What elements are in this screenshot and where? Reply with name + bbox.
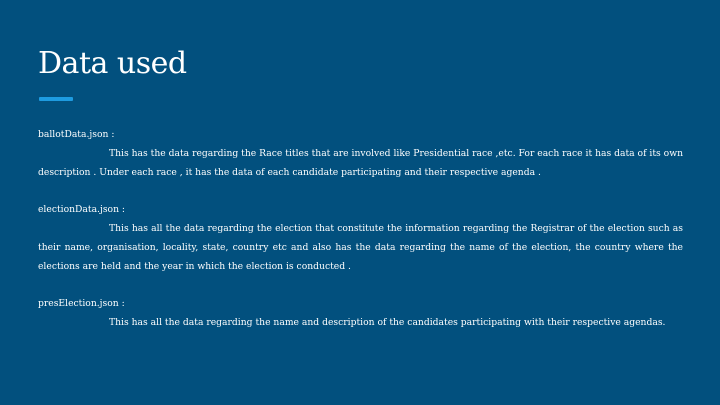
section-ballot-data: ballotData.json : This has the data rega… [38, 126, 683, 182]
file-name: electionData.json : [38, 204, 125, 216]
file-name: presElection.json : [38, 298, 125, 310]
file-description: This has all the data regarding the name… [109, 316, 666, 328]
title-accent-bar [39, 97, 73, 101]
file-description: This has all the data regarding the elec… [38, 222, 683, 272]
slide-body: ballotData.json : This has the data rega… [38, 126, 683, 352]
slide-title: Data used [38, 46, 187, 81]
section-election-data: electionData.json : This has all the dat… [38, 201, 683, 276]
file-description: This has the data regarding the Race tit… [38, 147, 683, 178]
section-pres-election: presElection.json : This has all the dat… [38, 295, 683, 333]
file-name: ballotData.json : [38, 129, 115, 140]
